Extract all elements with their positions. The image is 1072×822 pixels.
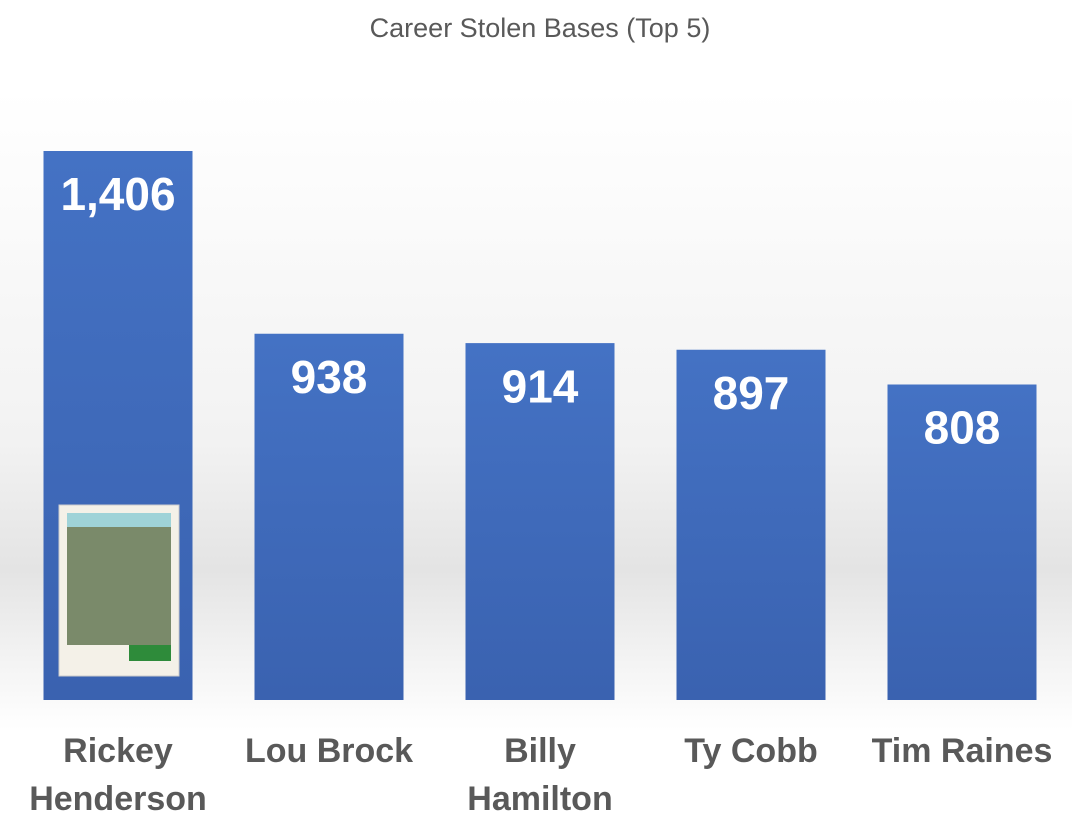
value-label: 914 xyxy=(502,360,579,412)
bar xyxy=(676,349,826,700)
x-tick-label: Billy Hamilton xyxy=(467,732,613,818)
x-tick-label: Ty Cobb xyxy=(684,732,818,770)
bar xyxy=(465,343,615,700)
x-tick-label: Rickey Henderson xyxy=(29,732,207,818)
value-label: 897 xyxy=(713,367,790,419)
bar xyxy=(254,333,404,700)
value-label: 938 xyxy=(291,351,368,403)
chart-title: Career Stolen Bases (Top 5) xyxy=(370,13,711,43)
card-part xyxy=(129,645,171,661)
value-label: 808 xyxy=(924,402,1001,454)
player-card xyxy=(58,504,180,677)
card-part xyxy=(67,513,171,527)
x-tick-label: Tim Raines xyxy=(871,732,1053,770)
bar xyxy=(887,384,1037,700)
value-label: 1,406 xyxy=(60,168,175,220)
card-part xyxy=(67,527,171,645)
x-tick-label: Lou Brock xyxy=(244,732,414,770)
